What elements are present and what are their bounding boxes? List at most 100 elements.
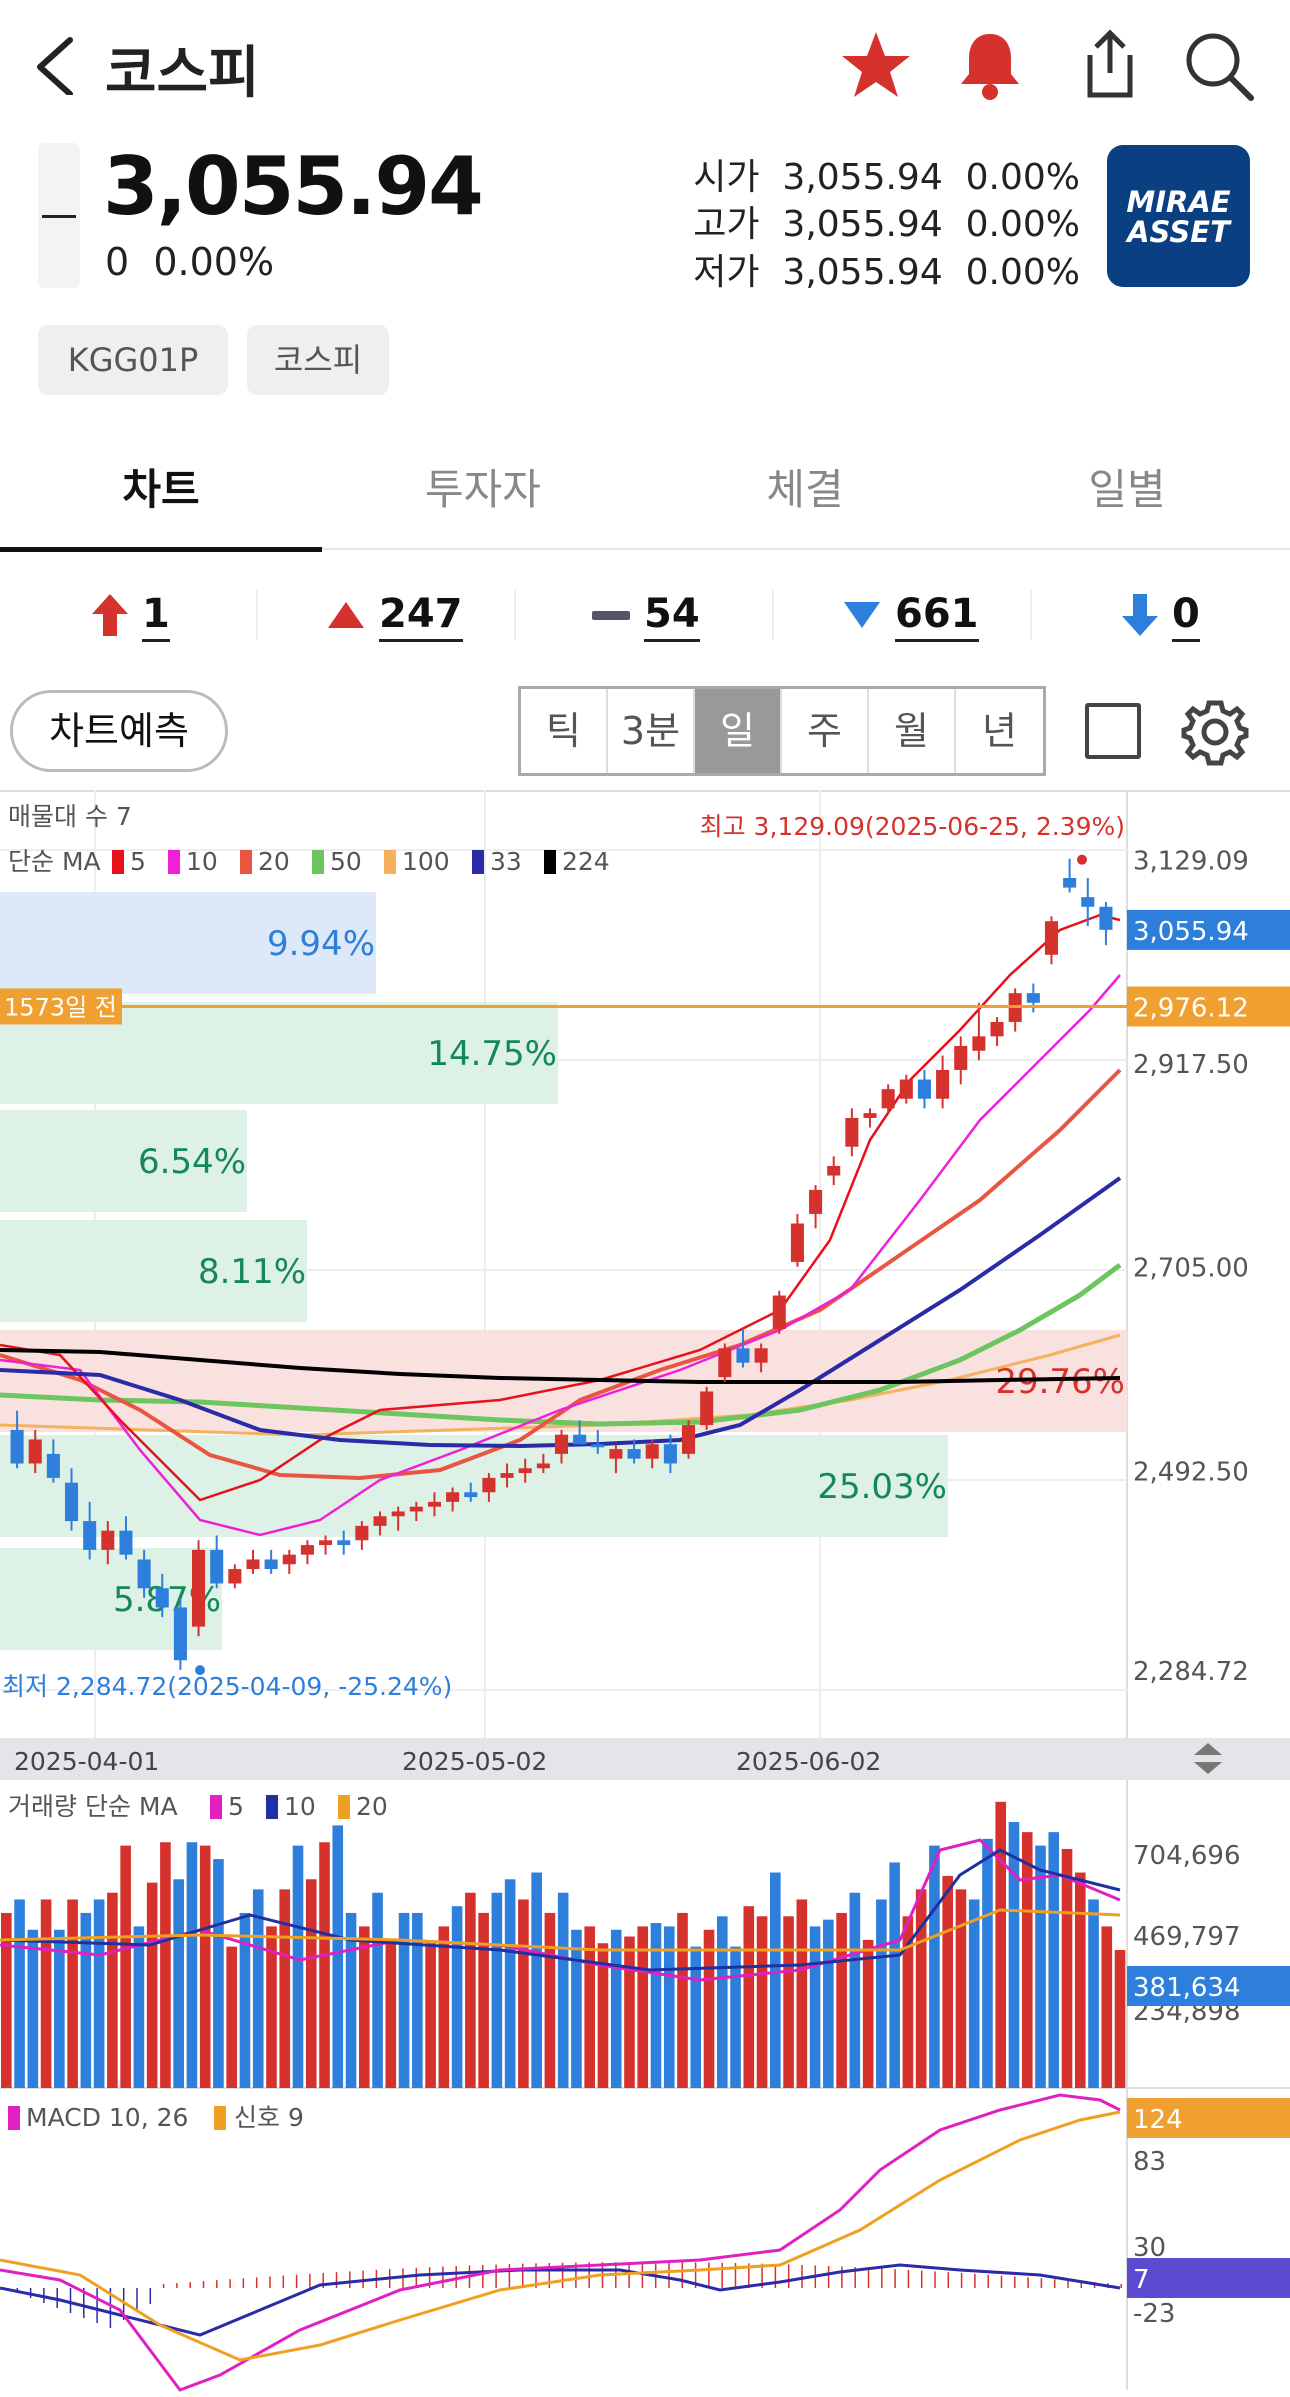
period-month[interactable]: 월 [869,689,956,773]
low-row: 저가 3,055.94 0.00% [693,252,1080,293]
volume-bar [716,1916,728,2088]
candle [954,1045,968,1070]
period-year[interactable]: 년 [982,709,1017,753]
volume-profile-band [0,1435,948,1537]
tab-daily[interactable]: 일별 [1088,465,1166,514]
candle [718,1348,732,1378]
star-icon[interactable] [840,30,912,100]
x-axis-band [0,1738,1290,1780]
y-tick-label: 2,917.50 [1133,1050,1249,1080]
volume-bar [571,1929,582,2088]
volume-bar [186,1842,198,2088]
volume-legend-swatch [266,1795,278,1819]
ma-legend-item: 50 [330,847,362,876]
volume-bar [412,1912,423,2088]
tab-chart[interactable]: 차트 [0,430,322,552]
volume-bar [518,1899,529,2088]
price-indicator [38,143,80,288]
chart-predict-button[interactable]: 차트예측 [10,690,228,772]
volume-bar [319,1842,330,2088]
volume-bar [120,1845,131,2088]
ma-legend-item: 5 [130,847,146,876]
chevron-left-icon[interactable] [30,35,80,95]
volume-bar [173,1879,184,2088]
macd-histogram-outline [0,2263,1121,2337]
volume-ma-20 [0,1908,1121,1952]
candle [536,1463,550,1469]
volume-bar [504,1879,516,2088]
stock-chart[interactable]: 9.94%14.75%6.54%8.11%29.76%25.03%5.87%15… [0,790,1290,2397]
upper-limit-stat[interactable]: 1 [92,570,170,660]
search-icon[interactable] [1183,30,1257,104]
candle [210,1549,224,1584]
fullscreen-toggle-icon[interactable] [1085,703,1141,759]
ma-line-33 [0,1176,1122,1449]
volume-bar [1088,1899,1099,2088]
volume-profile-label: 6.54% [138,1142,246,1182]
candle [881,1089,895,1109]
volume-bar [690,1946,702,2088]
current-price-tag [1127,909,1290,950]
bell-icon[interactable] [955,28,1025,102]
volume-legend-title: 거래량 단순 MA [8,1792,178,1821]
volume-legend-item: 20 [356,1792,388,1821]
open-row: 시가 3,055.94 0.00% [693,157,1080,198]
arrow-down-bold-icon [1122,594,1158,636]
period-tick[interactable]: 틱 [521,689,608,773]
volume-bar [1,1912,12,2088]
volume-bar [836,1912,847,2088]
down-stat[interactable]: 661 [843,570,979,660]
volume-bar [756,1916,768,2088]
volume-bar [279,1889,291,2088]
macd-line [0,2093,1121,2392]
code-tag[interactable]: KGG01P [38,325,228,395]
volume-bar [107,1892,118,2088]
volume-bar [531,1872,542,2088]
gear-icon[interactable] [1180,697,1250,767]
tab-trades[interactable]: 체결 [766,465,844,514]
up-stat[interactable]: 247 [327,570,463,660]
candle [863,1113,877,1118]
period-week[interactable]: 주 [782,689,869,773]
volume-bar [1048,1832,1060,2088]
candle [772,1295,786,1330]
candle [337,1540,351,1546]
high-marker [1077,854,1087,865]
current-price: 3,055.94 [103,140,484,233]
volume-bar [796,1899,808,2088]
candle [10,1429,24,1464]
volume-bar [584,1926,595,2088]
candle [609,1449,623,1459]
lower-limit-stat[interactable]: 0 [1122,570,1200,660]
period-3min[interactable]: 3분 [608,689,695,773]
signal-legend-swatch [214,2106,226,2130]
tab-investor[interactable]: 투자자 [425,465,541,514]
candle [319,1540,333,1546]
candle [790,1223,804,1262]
candle [899,1079,913,1099]
volume-bar [332,1825,344,2088]
volume-bar [982,1838,993,2088]
x-tick-label: 2025-05-02 [402,1747,547,1776]
volume-bar [650,1923,662,2088]
arrow-up-bold-icon [92,594,128,636]
volume-profile-label: 14.75% [427,1034,557,1074]
volume-bar [610,1929,622,2088]
high-label: 최고 3,129.09(2025-06-25, 2.39%) [700,812,1125,841]
ma-legend-item: 224 [562,847,610,876]
period-day[interactable]: 일 [695,689,782,773]
triangle-up-icon [328,602,364,628]
signal-legend-label: 신호 9 [234,2103,304,2132]
market-tag[interactable]: 코스피 [247,325,389,395]
volume-bar [1074,1872,1086,2088]
share-icon[interactable] [1070,25,1140,103]
volume-bar [889,1862,900,2088]
volume-profile-band [0,892,376,994]
macd-value-tag [1127,2098,1290,2138]
candle [518,1468,532,1474]
price-change: 0 0.00% [105,240,275,284]
flat-stat[interactable]: 54 [592,570,700,660]
volume-bar [730,1946,741,2088]
volume-bar [292,1845,304,2088]
volume-bar [266,1926,277,2088]
